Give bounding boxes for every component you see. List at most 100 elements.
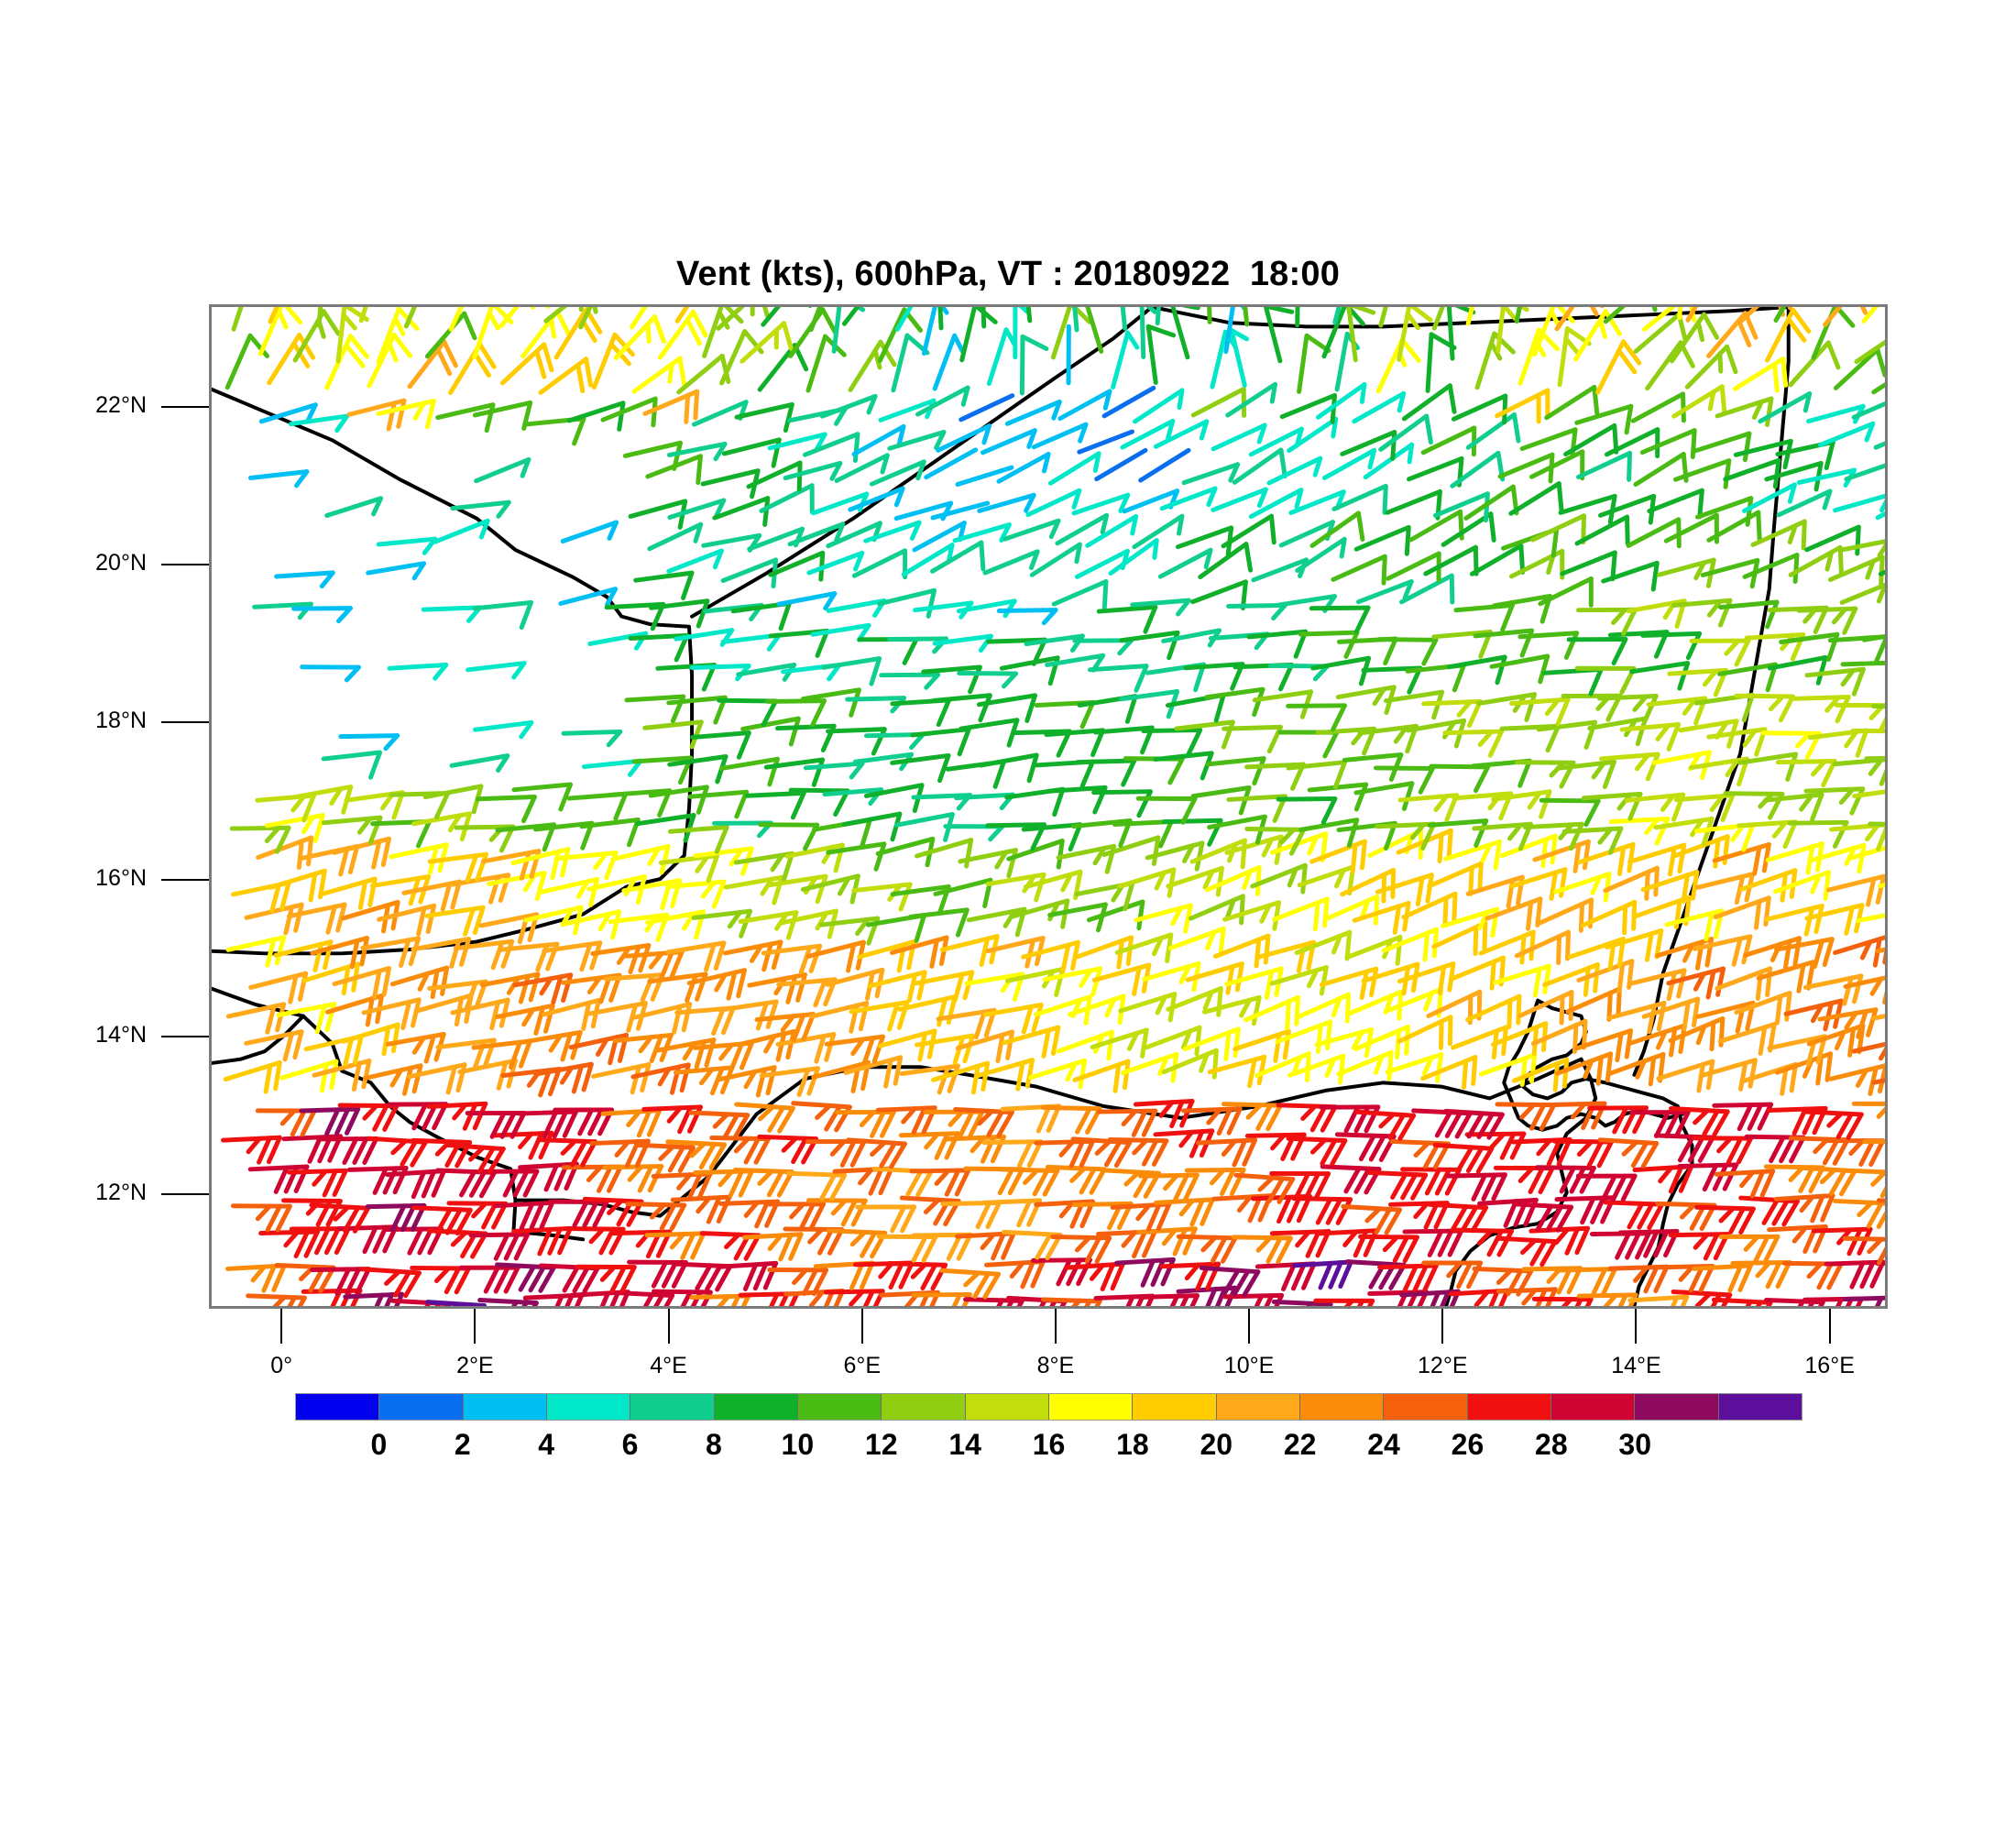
wind-barb [1871,704,1885,709]
colorbar-band [1550,1394,1635,1420]
wind-barb [1138,1293,1200,1306]
wind-barb [834,453,890,483]
wind-barb [1225,381,1277,418]
wind-barb [734,1102,795,1134]
wind-barb [891,333,930,393]
wind-barb [1677,1162,1739,1192]
wind-barb [466,661,527,680]
wind-barb [1075,758,1137,787]
wind-barb [1788,544,1844,577]
colorbar-tick-label: 4 [538,1428,555,1461]
wind-barb [1021,939,1080,973]
wind-barb [1354,1109,1417,1141]
wind-barb [1509,697,1571,727]
wind-barb [1397,793,1460,823]
wind-barb [1641,996,1701,1031]
wind-barb [1807,728,1869,758]
wind-barb [1608,817,1671,846]
wind-barb [648,785,709,815]
wind-barb [247,469,310,488]
wind-barb [957,671,1019,689]
wind-barb [1555,759,1616,790]
wind-barb [764,1202,826,1231]
wind-barb [1763,792,1824,822]
wind-barb [1666,966,1726,1000]
wind-barb [435,1168,497,1199]
colorbar-tick-label: 18 [1116,1428,1149,1461]
wind-barb [1528,449,1585,481]
wind-barb [1476,692,1538,722]
wind-barb [321,750,382,780]
wind-barb [561,909,622,940]
wind-barb [1334,1132,1397,1162]
wind-barb [225,333,269,390]
wind-barb [846,1137,907,1169]
wind-barb [257,307,302,357]
wind-barb [879,672,941,690]
wind-barb [966,906,1027,938]
wind-barb [1773,307,1787,324]
wind-barb [1286,1136,1348,1167]
wind-barb [1842,1235,1885,1266]
wind-barb [422,784,484,815]
colorbar-tick-label: 2 [454,1428,471,1461]
wind-barb [977,492,1036,513]
wind-barb [1730,1259,1792,1290]
colorbar-tick-label: 0 [370,1428,388,1461]
y-tick-label: 18°N [95,707,147,733]
wind-barb [642,389,700,424]
wind-barb [561,729,623,748]
wind-barb [582,1196,644,1227]
wind-barb [1464,1131,1527,1160]
wind-barb [1627,1294,1690,1306]
wind-barb [1851,1041,1885,1061]
wind-barb [1806,403,1866,424]
wind-barb [453,938,515,971]
wind-barb [468,1232,531,1261]
wind-barb [802,432,860,464]
wind-barb [1861,307,1879,324]
wind-barb [1692,1136,1754,1165]
wind-barb [1630,391,1686,423]
x-tick-mark [1635,1309,1638,1344]
wind-barb [1817,1007,1879,1039]
wind-barb [324,496,384,519]
wind-barb [666,548,724,574]
wind-barb [1685,307,1699,323]
wind-barb [1842,1295,1885,1306]
wind-barb [1198,542,1254,580]
wind-barb [1496,307,1529,354]
y-tick-label: 14°N [95,1022,147,1048]
wind-barb [1134,903,1193,934]
wind-barb [511,782,573,812]
wind-barb [958,848,1018,879]
wind-barb [268,868,327,903]
wind-barb [1322,894,1380,926]
wind-barb [1694,496,1754,527]
wind-barb [1071,492,1131,516]
wind-barb [471,1038,532,1070]
wind-barb [1750,519,1807,551]
wind-barb [1689,638,1751,667]
wind-barb [458,1265,520,1294]
wind-barb [1031,1257,1092,1287]
wind-barb [1185,961,1244,995]
wind-barb [1153,419,1210,449]
x-tick-mark [860,1309,863,1344]
wind-barb [1366,1169,1429,1201]
wind-barb [1336,1049,1394,1081]
wind-barb [1775,758,1837,788]
wind-barb [732,1168,794,1198]
wind-barb [931,693,992,723]
wind-barb [932,633,993,653]
wind-barb [318,876,378,910]
colorbar-band [462,1394,546,1420]
wind-barb [981,1139,1044,1169]
wind-barb [642,719,704,750]
wind-barb [1051,579,1109,610]
colorbar-band [713,1394,797,1420]
wind-barb [244,1029,304,1062]
wind-barb [1057,389,1112,422]
wind-barb [774,723,837,753]
y-tick-label: 12°N [95,1180,147,1206]
